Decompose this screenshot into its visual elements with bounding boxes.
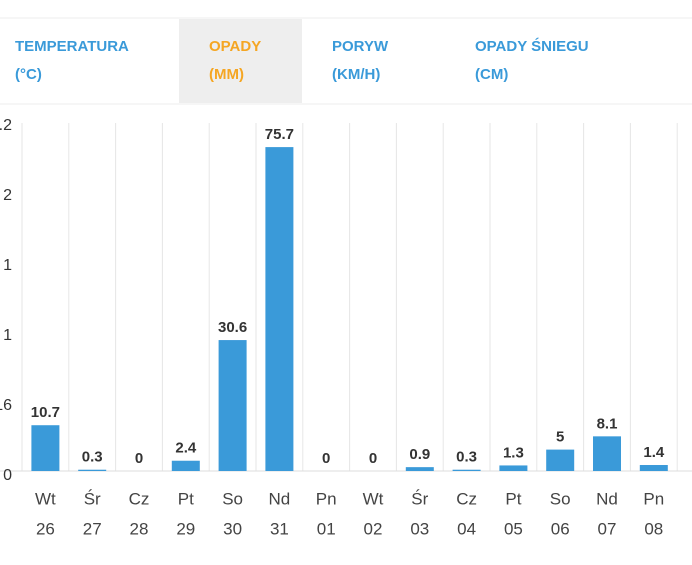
bar [31,425,60,471]
tab-label[interactable]: OPADY [209,38,261,55]
x-tick-label: Śr [411,489,428,508]
x-date-label: 28 [130,519,149,538]
x-date-label: 27 [83,519,102,538]
x-tick-label: So [550,489,571,508]
tab-unit[interactable]: (MM) [209,66,244,83]
tab-label[interactable]: PORYW [332,38,389,55]
x-date-label: 08 [644,519,663,538]
value-label: 0.3 [82,449,103,466]
y-tick-label: 0 [3,467,12,484]
x-date-label: 04 [457,519,476,538]
value-label: 1.4 [643,444,665,461]
x-tick-label: Pn [316,489,337,508]
y-tick-label: 1 [3,327,12,344]
value-label: 1.3 [503,444,524,461]
x-tick-label: Pt [505,489,521,508]
x-date-label: 06 [551,519,570,538]
value-label: 0 [322,450,330,467]
tab-unit[interactable]: (KM/H) [332,66,380,83]
tab-unit[interactable]: (°C) [15,66,42,83]
tab-label[interactable]: TEMPERATURA [15,38,129,55]
bar [405,467,434,471]
x-tick-label: Pn [643,489,664,508]
bar [593,436,621,471]
bar [639,465,668,471]
x-date-label: 03 [410,519,429,538]
tab-label[interactable]: OPADY ŚNIEGU [475,37,589,55]
x-tick-label: Nd [269,489,291,508]
y-tick-label: 16 [0,397,12,414]
x-tick-label: So [222,489,243,508]
bar [499,465,528,471]
tab-unit[interactable]: (CM) [475,66,508,83]
bar [546,449,575,471]
x-tick-label: Cz [129,489,150,508]
bar [171,460,200,471]
x-date-label: 05 [504,519,523,538]
bar [265,147,294,471]
bar [78,469,107,471]
x-tick-label: Śr [84,489,101,508]
x-tick-label: Wt [363,489,384,508]
x-tick-label: Pt [178,489,194,508]
x-date-label: 02 [364,519,383,538]
x-date-label: 31 [270,519,289,538]
value-label: 0.3 [456,449,477,466]
x-date-label: 29 [176,519,195,538]
x-tick-label: Wt [35,489,56,508]
x-date-label: 07 [598,519,617,538]
value-label: 10.7 [31,404,60,421]
bar [218,340,247,471]
y-tick-label: 1 [3,257,12,274]
value-label: 0.9 [409,446,430,463]
value-label: 5 [556,429,564,446]
value-label: 8.1 [597,415,618,432]
y-tick-label: 2 [3,187,12,204]
value-label: 0 [369,450,377,467]
x-tick-label: Nd [596,489,618,508]
x-tick-label: Cz [456,489,477,508]
bar [452,469,481,471]
value-label: 0 [135,450,143,467]
value-label: 30.6 [218,319,247,336]
x-date-label: 26 [36,519,55,538]
y-tick-label: .2 [0,117,12,134]
x-date-label: 30 [223,519,242,538]
tab-active-bg[interactable] [179,19,302,103]
value-label: 2.4 [175,440,197,457]
value-label: 75.7 [265,126,294,143]
x-date-label: 01 [317,519,336,538]
